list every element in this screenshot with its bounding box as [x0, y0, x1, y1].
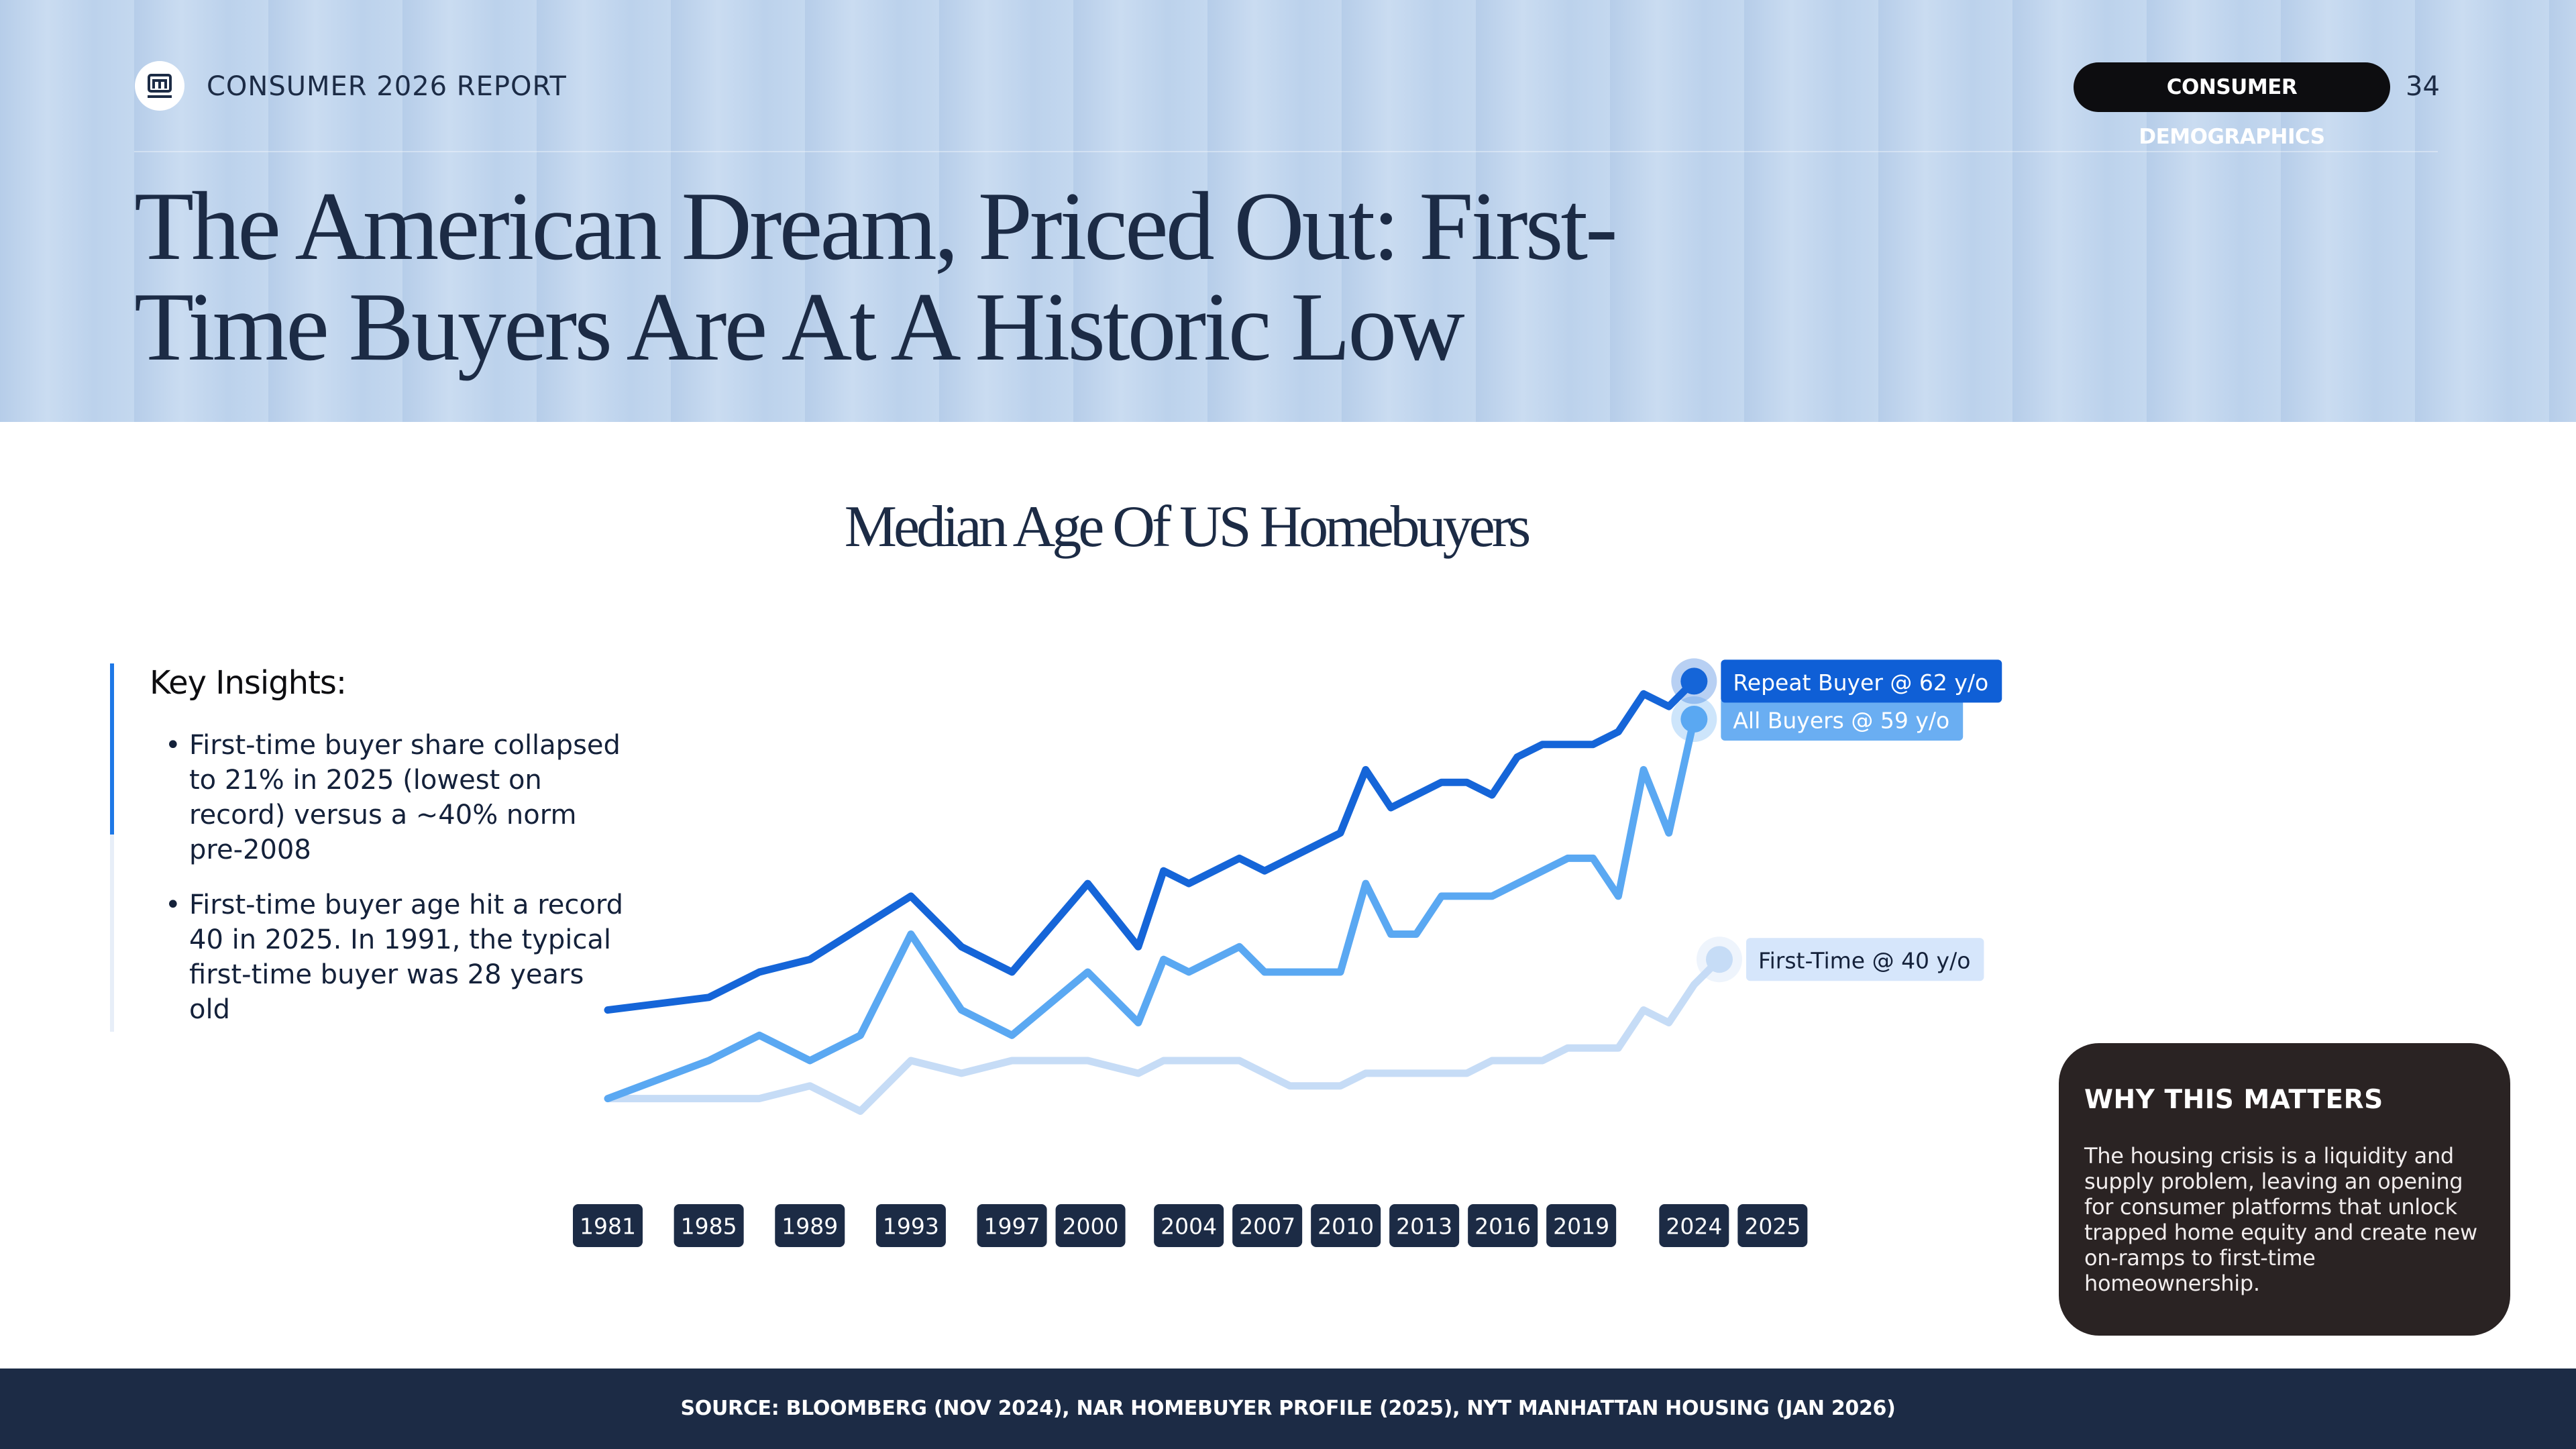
endpoint-marker: [1706, 946, 1733, 973]
x-tick-pill: [1389, 1204, 1460, 1247]
x-tick-pill: [775, 1204, 845, 1247]
x-tick-pill: [573, 1204, 643, 1247]
end-label-box: [1721, 697, 1964, 741]
x-tick-pill: [1055, 1204, 1126, 1247]
callout-heading: WHY THIS MATTERS: [2084, 1085, 2383, 1115]
x-tick-pill: [1659, 1204, 1729, 1247]
accent-bar: [110, 663, 114, 835]
x-tick-label: 1993: [883, 1214, 939, 1240]
chart: 1981 1985 1989 1993 1997 2000 2004 2007 2010 2013…: [573, 658, 2002, 1247]
x-tick-label: 1981: [580, 1214, 636, 1240]
series-line: [604, 677, 1698, 1014]
x-tick-pill: [977, 1204, 1047, 1247]
footer-source: SOURCE: BLOOMBERG (NOV 2024), NAR HOMEBU…: [0, 1368, 2576, 1449]
x-tick-pill: [1546, 1204, 1617, 1247]
x-tick-label: 2016: [1474, 1214, 1531, 1240]
page-number: 34: [2406, 71, 2440, 102]
end-label: First-Time @ 40 y/o: [1758, 948, 1970, 974]
x-tick-label: 2013: [1396, 1214, 1452, 1240]
x-tick-pill: [1154, 1204, 1224, 1247]
x-tick-label: 2004: [1161, 1214, 1217, 1240]
report-label: CONSUMER 2026 REPORT: [207, 71, 567, 102]
x-tick-label: 1997: [984, 1214, 1040, 1240]
x-tick-pill: [875, 1204, 946, 1247]
logo: [135, 61, 184, 111]
x-tick-label: 1985: [681, 1214, 737, 1240]
insights-heading: Key Insights:: [150, 664, 347, 702]
x-tick-label: 2010: [1318, 1214, 1374, 1240]
x-tick-label: 2000: [1063, 1214, 1119, 1240]
end-label: All Buyers @ 59 y/o: [1733, 707, 1949, 733]
x-tick-pill: [1311, 1204, 1381, 1247]
insight-bullet: First-time buyer age hit a record 40 in …: [165, 888, 625, 1027]
x-tick-label: 2007: [1239, 1214, 1295, 1240]
insight-bullet: First-time buyer share collapsed to 21% …: [165, 728, 625, 867]
x-tick-pill: [1468, 1204, 1538, 1247]
endpoint-marker: [1680, 667, 1708, 695]
callout-card: WHY THIS MATTERS The housing crisis is a…: [2059, 1043, 2510, 1336]
x-tick-label: 2024: [1666, 1214, 1722, 1240]
x-tick-label: 1989: [782, 1214, 838, 1240]
series-line: [604, 715, 1698, 1103]
endpoint-marker: [1680, 705, 1708, 733]
slide-title: The American Dream, Priced Out: First-Ti…: [134, 172, 1618, 381]
x-tick-pill: [1737, 1204, 1808, 1247]
end-label-box: [1721, 659, 2002, 703]
section-tag: CONSUMER DEMOGRAPHICS: [2074, 62, 2390, 149]
x-tick-pill: [1232, 1204, 1303, 1247]
callout-body: The housing crisis is a liquidity and su…: [2084, 1143, 2477, 1296]
end-label: Repeat Buyer @ 62 y/o: [1733, 669, 1988, 696]
x-tick-pill: [674, 1204, 744, 1247]
series-line: [604, 955, 1723, 1115]
x-tick-label: 2019: [1553, 1214, 1609, 1240]
x-tick-label: 2025: [1744, 1214, 1801, 1240]
chart-title: Median Age Of US Homebuyers: [844, 494, 1532, 559]
divider: [134, 151, 2438, 152]
end-label-box: [1746, 938, 1984, 981]
accent-bar: [110, 835, 114, 1032]
insights-list: First-time buyer share collapsed to 21% …: [154, 728, 625, 1047]
